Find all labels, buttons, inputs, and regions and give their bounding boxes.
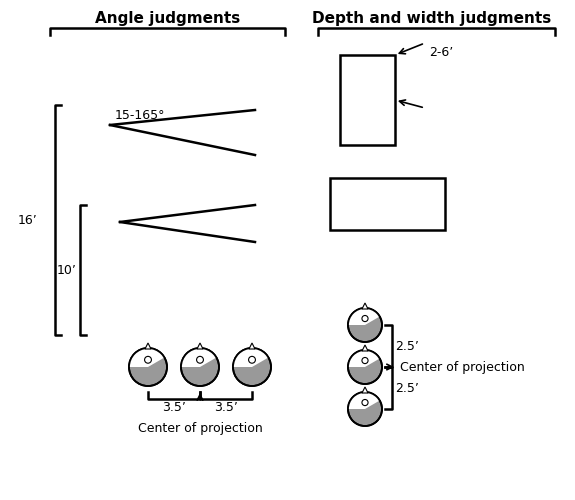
Circle shape — [144, 356, 151, 363]
Text: 3.5’: 3.5’ — [162, 401, 186, 414]
Wedge shape — [129, 348, 164, 367]
Circle shape — [197, 356, 204, 363]
Circle shape — [362, 358, 368, 364]
Circle shape — [348, 308, 382, 342]
Polygon shape — [362, 303, 368, 309]
Polygon shape — [197, 343, 203, 349]
Text: 2-6’: 2-6’ — [429, 46, 453, 60]
Circle shape — [129, 348, 167, 386]
Text: 2.5’: 2.5’ — [395, 382, 419, 394]
Wedge shape — [181, 348, 216, 367]
Polygon shape — [249, 343, 255, 349]
Wedge shape — [348, 350, 380, 367]
Circle shape — [248, 356, 255, 363]
Wedge shape — [348, 308, 380, 325]
Wedge shape — [348, 392, 380, 409]
Bar — [340, 55, 395, 145]
Text: Depth and width judgments: Depth and width judgments — [312, 12, 551, 26]
Polygon shape — [145, 343, 151, 349]
Circle shape — [233, 348, 271, 386]
Circle shape — [348, 392, 382, 426]
Polygon shape — [362, 345, 368, 351]
Text: Angle judgments: Angle judgments — [95, 12, 240, 26]
Text: 15-165°: 15-165° — [115, 109, 166, 122]
Polygon shape — [362, 387, 368, 393]
Wedge shape — [233, 348, 269, 367]
Circle shape — [181, 348, 219, 386]
Bar — [330, 178, 445, 230]
Circle shape — [348, 350, 382, 384]
Text: Center of projection: Center of projection — [400, 360, 525, 374]
Circle shape — [362, 400, 368, 406]
Text: 10’: 10’ — [57, 264, 77, 276]
Text: 2.5’: 2.5’ — [395, 340, 419, 352]
Text: Center of projection: Center of projection — [137, 422, 262, 435]
Text: 16’: 16’ — [18, 214, 38, 226]
Text: 3.5’: 3.5’ — [214, 401, 238, 414]
Circle shape — [362, 316, 368, 322]
